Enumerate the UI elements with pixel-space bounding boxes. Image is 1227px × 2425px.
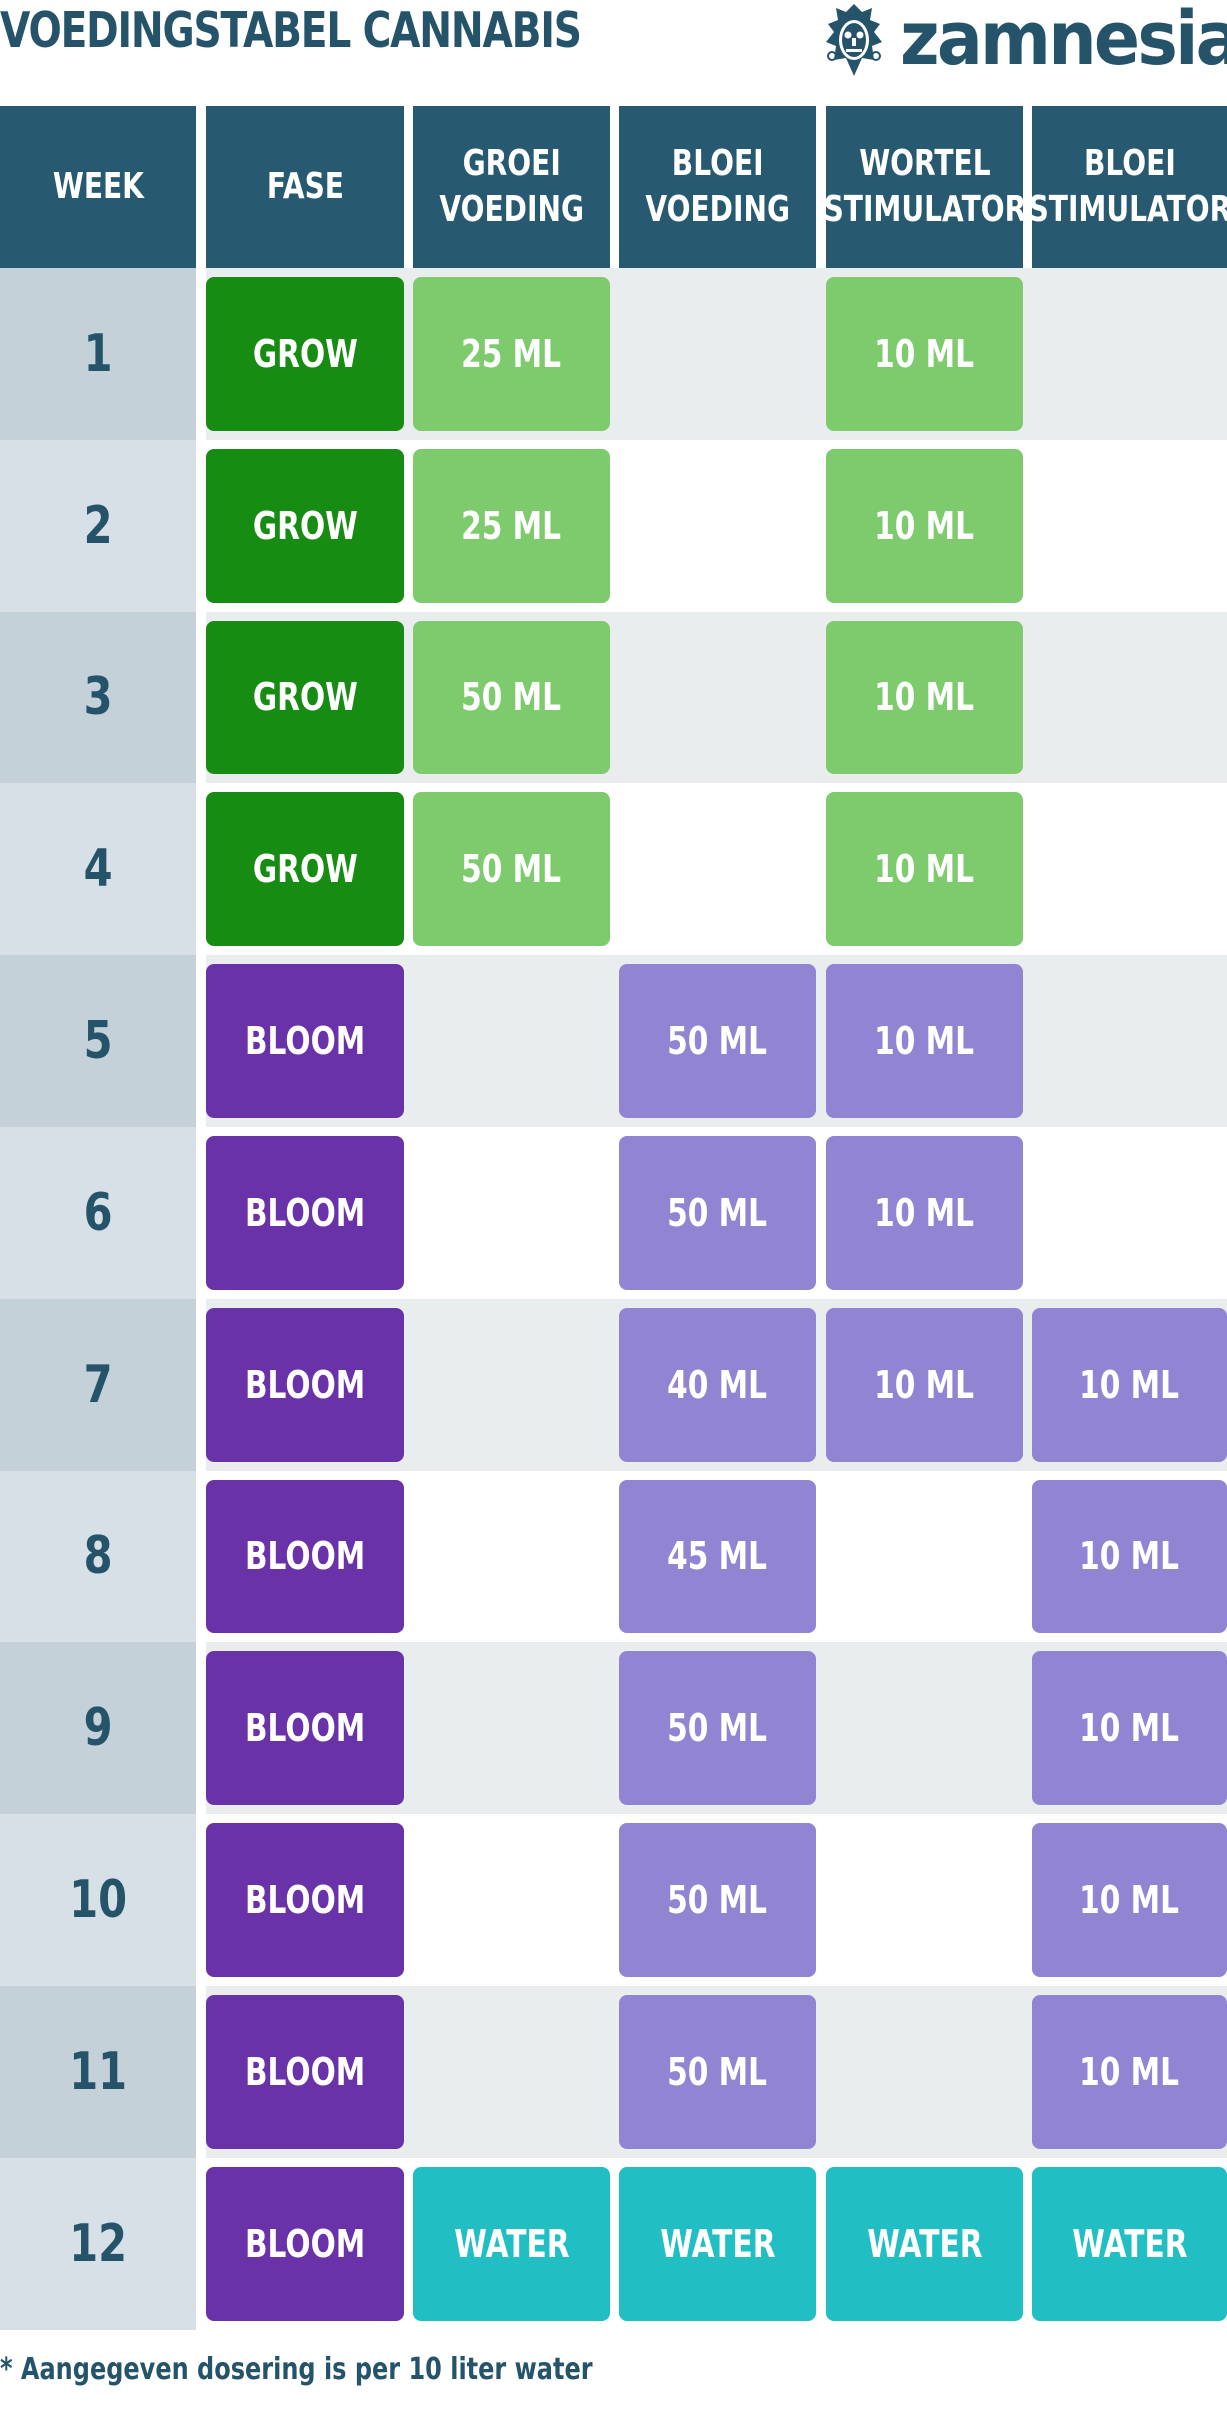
column-header-line: WORTEL	[858, 143, 991, 184]
water-badge: WATER	[826, 2166, 1023, 2321]
logo-wordmark: zamnesia	[900, 0, 1227, 82]
week-cell-bg	[0, 1814, 196, 1987]
water-badge: WATER	[619, 2166, 816, 2321]
phase-badge: BLOOM	[206, 1136, 404, 1290]
zamnesia-logo: zamnesia	[818, 0, 1227, 82]
tribal-mask-icon	[826, 4, 882, 76]
dose-badge: 10 ML	[1032, 1823, 1227, 1977]
week-cell-bg	[0, 1642, 196, 1815]
column-header: GROEI VOEDING	[413, 106, 610, 268]
column-header: WEEK	[0, 106, 196, 268]
week-cell-bg	[0, 783, 196, 956]
dose-badge: 10 ML	[826, 964, 1023, 1118]
phase-badge: GROW	[206, 277, 404, 431]
phase-badge: BLOOM	[206, 964, 404, 1118]
week-cell-bg	[0, 1470, 196, 1643]
week-number: 2	[83, 495, 113, 556]
week-cell-bg	[0, 439, 196, 612]
dose-badge: 50 ML	[619, 1136, 816, 1290]
phase-badge: GROW	[206, 792, 404, 947]
phase-badge: GROW	[206, 448, 404, 603]
phase-badge: BLOOM	[206, 1651, 404, 1806]
dose-badge: 50 ML	[619, 1651, 816, 1806]
column-header: WORTEL STIMULATOR	[823, 106, 1026, 268]
week-cell-bg	[0, 268, 196, 440]
column-header-line: WEEK	[52, 166, 144, 207]
dose-badge: 50 ML	[413, 620, 610, 775]
dose-badge: 25 ML	[413, 448, 610, 603]
footnote: * Aangegeven dosering is per 10 liter wa…	[0, 2352, 593, 2387]
week-number: 3	[83, 667, 113, 728]
column-header-line: VOEDING	[439, 189, 584, 230]
dose-badge: 10 ML	[826, 1307, 1023, 1462]
dose-badge: 50 ML	[619, 1823, 816, 1977]
phase-badge: BLOOM	[206, 2166, 404, 2321]
column-header: FASE	[206, 106, 404, 268]
phase-badge: BLOOM	[206, 1823, 404, 1977]
column-header-line: VOEDING	[645, 189, 790, 230]
week-cell-bg	[0, 611, 196, 784]
dose-badge: 25 ML	[413, 277, 610, 431]
dose-badge: 10 ML	[826, 620, 1023, 775]
week-number: 1	[83, 323, 113, 384]
dose-badge: 40 ML	[619, 1307, 816, 1462]
column-header: BLOEI STIMULATOR	[1028, 106, 1227, 268]
phase-badge: GROW	[206, 620, 404, 775]
column-header-line: FASE	[266, 166, 344, 207]
dose-badge: 10 ML	[1032, 1651, 1227, 1806]
week-number: 4	[83, 839, 113, 900]
phase-badge: BLOOM	[206, 1995, 404, 2149]
week-number: 12	[69, 2213, 127, 2274]
week-number: 5	[83, 1011, 113, 1072]
page-header: VOEDINGSTABEL CANNABIS zamnesia	[0, 0, 1227, 100]
week-cell-bg	[0, 955, 196, 1128]
dose-badge: 10 ML	[1032, 1995, 1227, 2149]
week-cell-bg	[0, 1127, 196, 1299]
phase-badge: BLOOM	[206, 1479, 404, 1634]
dose-badge: 10 ML	[826, 277, 1023, 431]
water-badge: WATER	[1032, 2166, 1227, 2321]
dose-badge: 50 ML	[619, 1995, 816, 2149]
week-number: 9	[83, 1698, 113, 1759]
dose-badge: 10 ML	[826, 448, 1023, 603]
water-badge: WATER	[413, 2166, 610, 2321]
week-number: 11	[69, 2041, 127, 2102]
column-header-line: GROEI	[462, 143, 561, 184]
week-cell-bg	[0, 1986, 196, 2158]
page-title: VOEDINGSTABEL CANNABIS	[0, 2, 582, 59]
column-header-line: STIMULATOR	[1028, 189, 1227, 230]
dose-badge: 10 ML	[1032, 1307, 1227, 1462]
dose-badge: 45 ML	[619, 1479, 816, 1634]
dose-badge: 50 ML	[413, 792, 610, 947]
column-header-line: BLOEI	[671, 143, 764, 184]
week-number: 6	[83, 1182, 113, 1243]
week-cell-bg	[0, 2157, 196, 2330]
column-header: BLOEI VOEDING	[619, 106, 816, 268]
dose-badge: 10 ML	[826, 792, 1023, 947]
dose-badge: 10 ML	[1032, 1479, 1227, 1634]
column-header-line: STIMULATOR	[823, 189, 1026, 230]
column-header-line: BLOEI	[1083, 143, 1176, 184]
week-number: 10	[69, 1870, 127, 1931]
phase-badge: BLOOM	[206, 1307, 404, 1462]
dose-badge: 50 ML	[619, 964, 816, 1118]
week-cell-bg	[0, 1298, 196, 1471]
week-number: 7	[83, 1354, 113, 1415]
week-number: 8	[83, 1526, 113, 1587]
dose-badge: 10 ML	[826, 1136, 1023, 1290]
